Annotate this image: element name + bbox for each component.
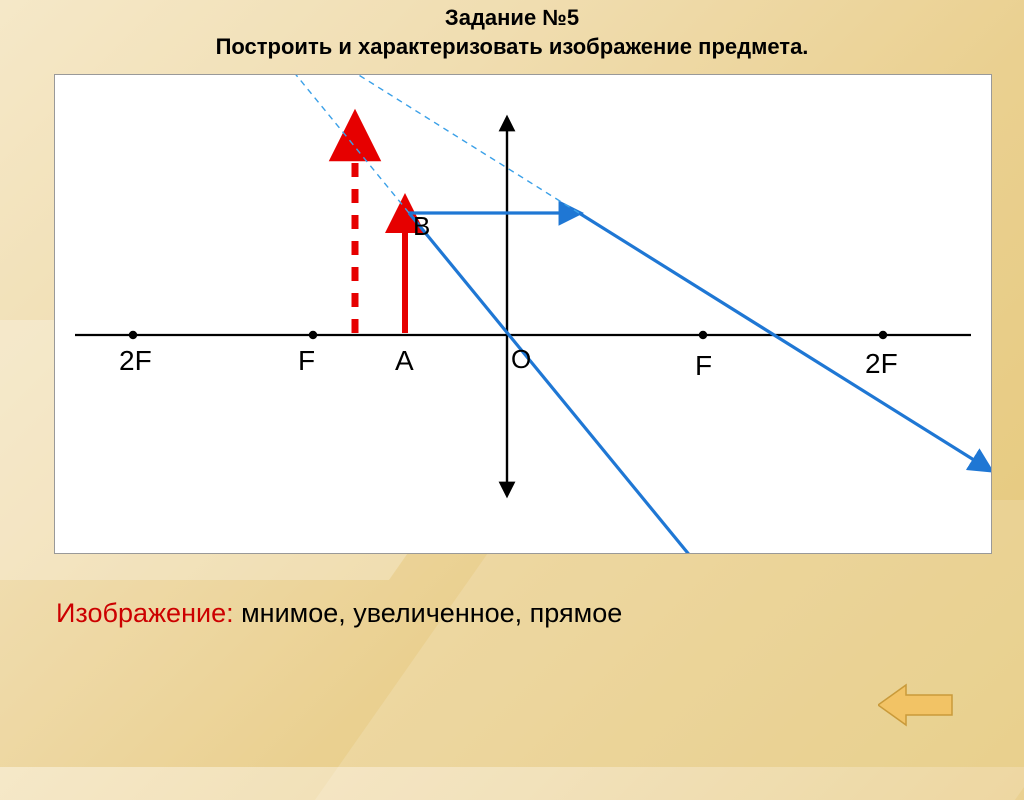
svg-text:2F: 2F xyxy=(119,345,152,376)
svg-text:A: A xyxy=(395,345,414,376)
svg-text:O: O xyxy=(511,344,531,374)
svg-text:F: F xyxy=(695,350,712,381)
task-title: Задание №5 Построить и характеризовать и… xyxy=(0,0,1024,61)
svg-text:B: B xyxy=(413,211,430,241)
title-line2: Построить и характеризовать изображение … xyxy=(0,33,1024,62)
image-characterization: Изображение: мнимое, увеличенное, прямое xyxy=(56,598,622,629)
svg-text:2F: 2F xyxy=(865,348,898,379)
prev-slide-button[interactable] xyxy=(878,683,954,727)
caption-label: Изображение: xyxy=(56,598,234,628)
svg-text:F: F xyxy=(298,345,315,376)
optics-diagram: 2F F A O F 2F B xyxy=(54,74,992,554)
title-line1: Задание №5 xyxy=(0,4,1024,33)
caption-text: мнимое, увеличенное, прямое xyxy=(234,598,623,628)
